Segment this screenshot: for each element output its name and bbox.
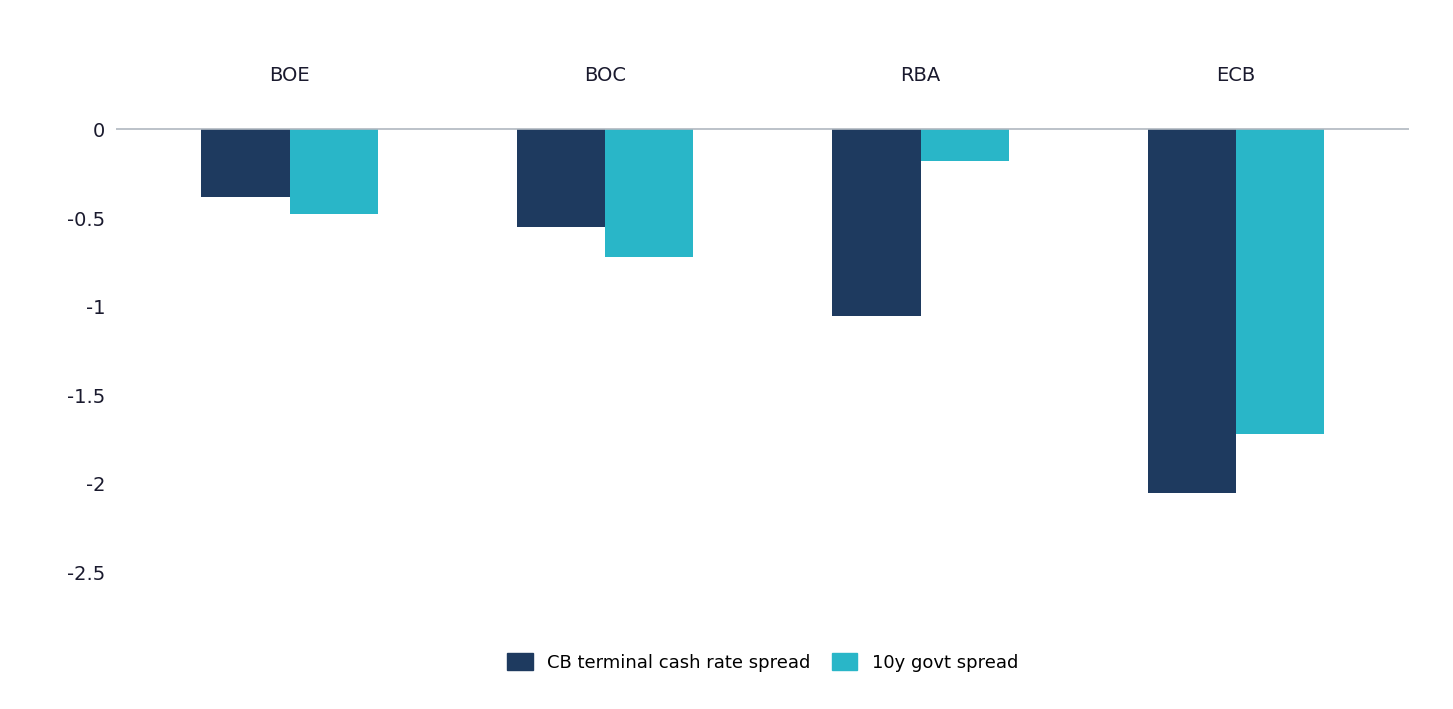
Text: ECB: ECB [1216,66,1255,85]
Legend: CB terminal cash rate spread, 10y govt spread: CB terminal cash rate spread, 10y govt s… [507,653,1019,671]
Text: BOE: BOE [269,66,309,85]
Bar [517,130,604,227]
Bar [1237,130,1324,434]
Bar [1148,130,1237,493]
Text: BOC: BOC [584,66,626,85]
Bar [604,130,693,257]
Bar [921,130,1008,162]
Bar [833,130,921,316]
Text: RBA: RBA [901,66,940,85]
Bar [289,130,378,215]
Bar [202,130,289,197]
